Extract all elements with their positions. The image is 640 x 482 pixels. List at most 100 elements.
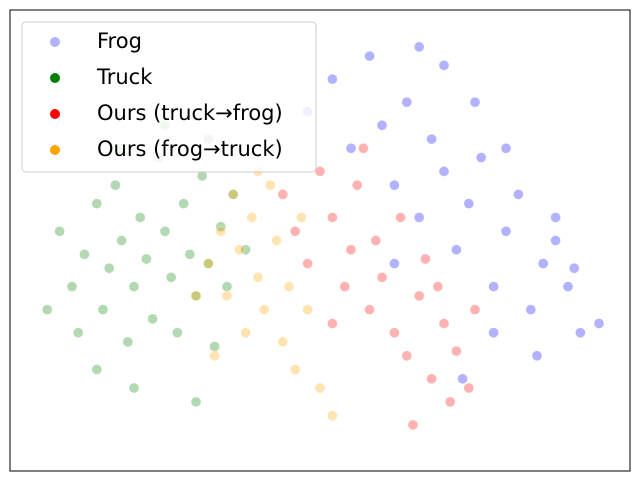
legend-marker <box>50 109 60 119</box>
scatter-point <box>407 419 419 431</box>
scatter-point <box>172 327 183 339</box>
scatter-point <box>488 281 499 292</box>
scatter-point <box>513 189 524 200</box>
scatter-point <box>457 373 468 385</box>
scatter-point <box>451 345 462 357</box>
scatter-point <box>190 290 202 302</box>
legend: Frog Truck Ours (truck→frog) Ours (frog→tru… <box>21 21 317 173</box>
scatter-point <box>184 249 196 260</box>
scatter-point <box>364 50 375 62</box>
scatter-point <box>389 258 400 269</box>
scatter-point <box>389 327 400 339</box>
scatter-point <box>116 235 127 246</box>
scatter-point <box>345 143 357 154</box>
scatter-point <box>227 189 239 200</box>
scatter-point <box>475 152 487 163</box>
scatter-point <box>209 350 220 362</box>
scatter-point <box>463 198 475 209</box>
scatter-point <box>246 212 258 223</box>
scatter-point <box>122 336 134 348</box>
scatter-point <box>203 258 214 269</box>
scatter-point <box>469 304 481 315</box>
scatter-point <box>302 304 313 315</box>
scatter-point <box>537 258 549 269</box>
scatter-point <box>550 212 561 223</box>
scatter-point <box>327 410 338 421</box>
scatter-point <box>159 225 171 237</box>
scatter-point <box>141 253 152 265</box>
scatter-point <box>370 235 382 246</box>
scatter-point <box>209 341 220 352</box>
scatter-point <box>258 304 270 315</box>
scatter-point <box>240 244 251 256</box>
scatter-point <box>296 212 307 223</box>
scatter-point <box>289 225 301 237</box>
scatter-point <box>54 225 65 237</box>
scatter-point <box>432 281 444 292</box>
scatter-point <box>277 336 289 348</box>
scatter-point <box>221 281 233 292</box>
scatter-point <box>550 235 561 246</box>
scatter-point <box>438 318 450 329</box>
scatter-point <box>277 189 289 200</box>
scatter-point <box>252 272 264 283</box>
scatter-point <box>240 327 251 339</box>
scatter-point <box>72 327 84 339</box>
legend-label: Ours (frog→truck) <box>97 137 283 161</box>
scatter-point <box>358 143 369 154</box>
legend-label: Truck <box>96 65 153 89</box>
scatter-point <box>110 179 121 191</box>
scatter-point <box>91 198 103 209</box>
scatter-point <box>345 244 357 256</box>
scatter-point <box>500 225 512 237</box>
scatter-point <box>314 382 326 394</box>
scatter-point <box>395 212 406 223</box>
scatter-point <box>327 212 338 223</box>
scatter-point <box>283 281 295 292</box>
scatter-point <box>289 364 301 375</box>
scatter-point <box>215 225 227 237</box>
scatter-point <box>525 304 537 315</box>
scatter-point <box>97 304 109 315</box>
scatter-point <box>413 290 425 302</box>
legend-label: Ours (truck→frog) <box>97 101 283 125</box>
scatter-point <box>327 318 338 329</box>
scatter-point <box>376 272 388 283</box>
scatter-point <box>327 73 338 85</box>
scatter-point <box>426 133 437 145</box>
scatter-point <box>426 373 437 385</box>
scatter-point <box>413 41 425 53</box>
scatter-point <box>165 272 177 283</box>
scatter-point <box>438 166 450 177</box>
scatter-point <box>438 60 450 71</box>
scatter-point <box>401 350 413 362</box>
scatter-point <box>215 221 227 232</box>
scatter-point <box>568 262 580 274</box>
scatter-point <box>364 304 375 315</box>
scatter-point <box>66 281 78 292</box>
scatter-point <box>178 198 189 209</box>
scatter-point <box>531 350 543 362</box>
scatter-point <box>463 382 475 394</box>
scatter-point <box>488 327 499 339</box>
scatter-point <box>147 313 158 325</box>
scatter-point <box>575 327 586 339</box>
legend-marker <box>50 73 60 83</box>
scatter-point <box>389 179 400 191</box>
scatter-point <box>401 96 413 108</box>
scatter-point <box>451 244 462 256</box>
plot-frame <box>9 9 631 472</box>
scatter-point <box>413 212 425 223</box>
scatter-point <box>562 281 574 292</box>
scatter-point <box>91 364 103 375</box>
scatter-point <box>351 179 363 191</box>
scatter-point <box>302 258 313 269</box>
scatter-point <box>420 253 431 265</box>
scatter-point <box>376 119 388 131</box>
scatter-point <box>593 318 605 329</box>
legend-label: Frog <box>97 29 142 53</box>
scatter-point <box>128 382 140 394</box>
scatter-point <box>79 249 90 260</box>
scatter-point <box>469 96 481 108</box>
